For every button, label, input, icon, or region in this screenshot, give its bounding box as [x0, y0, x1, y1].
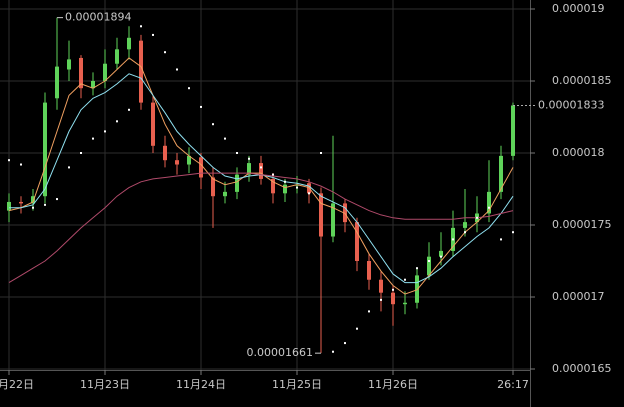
candle-body [223, 191, 227, 197]
y-tick-label: 0.0000175 [552, 218, 612, 231]
sar-dot [476, 216, 478, 219]
candle-body [91, 81, 95, 89]
candle-body [19, 201, 23, 204]
candle-body [31, 196, 35, 204]
candle-body [487, 191, 491, 214]
sar-dot [92, 137, 94, 140]
candle-body [283, 184, 287, 194]
sar-dot [176, 68, 178, 71]
high-annotation: 0.00001894 [65, 11, 131, 24]
x-tick-label: 11月23日 [80, 378, 130, 391]
sar-dot [368, 310, 370, 313]
candle-body [211, 177, 215, 197]
candle-body [235, 174, 239, 192]
x-tick-label: 11月26日 [368, 378, 418, 391]
candle-body [67, 59, 71, 70]
candle-body [391, 292, 395, 305]
sar-dot [44, 203, 46, 206]
sar-dot [308, 192, 310, 195]
moving-average-line [8, 172, 514, 284]
candle-body [511, 105, 515, 156]
candle-body [343, 203, 347, 223]
sar-dot [140, 25, 142, 28]
sar-dot [452, 238, 454, 241]
sar-dot [212, 123, 214, 126]
sar-dot [392, 288, 394, 291]
candle-body [439, 250, 443, 257]
candle-body [331, 203, 335, 237]
x-tick-label: 11月24日 [176, 378, 226, 391]
sar-dot [224, 137, 226, 140]
candle-body [355, 222, 359, 261]
sar-dot [248, 157, 250, 160]
sar-dot [296, 186, 298, 189]
sar-dot [164, 51, 166, 54]
sar-dot [416, 267, 418, 270]
candle-body [115, 49, 119, 64]
candle-body [499, 155, 503, 192]
sar-dot [128, 108, 130, 111]
candle-body [199, 157, 203, 178]
y-tick-label: 0.0000165 [552, 362, 612, 375]
sar-dot [104, 130, 106, 133]
x-tick-label: 11月25日 [272, 378, 322, 391]
candle-body [247, 163, 251, 175]
sar-dot [284, 180, 286, 183]
candle-body [139, 40, 143, 103]
y-tick-label: 0.000018 [552, 146, 605, 159]
sar-dot [200, 105, 202, 108]
candle-body [463, 222, 467, 228]
sar-dot [80, 152, 82, 154]
y-tick-label: 0.000017 [552, 290, 605, 303]
candle-body [79, 57, 83, 89]
candle-body [367, 261, 371, 280]
y-tick-label: 0.000019 [552, 2, 605, 15]
sar-dot [512, 231, 514, 234]
sar-dot [20, 163, 22, 166]
sar-dot [56, 198, 58, 201]
sar-dot [344, 342, 346, 345]
sar-dot [68, 166, 70, 169]
y-tick-label: 0.0000185 [552, 74, 612, 87]
sar-dot [116, 120, 118, 123]
candle-body [7, 201, 11, 211]
candle-body [175, 160, 179, 165]
candle-body [259, 163, 263, 179]
sar-dot [404, 278, 406, 281]
sar-dot [500, 238, 502, 241]
candle-body [403, 302, 407, 305]
x-tick-label: 11月22日 [0, 378, 34, 391]
candle-body [379, 279, 383, 293]
sar-dot [272, 173, 274, 176]
candle-body [103, 63, 107, 81]
last-price-label: 0.00001833 [538, 98, 604, 111]
candle-body [187, 155, 191, 165]
sar-dot [32, 206, 34, 209]
candle-body [151, 102, 155, 146]
low-annotation: 0.00001661 [247, 346, 313, 359]
candle-body [43, 102, 47, 197]
sar-dot [332, 350, 334, 353]
sar-dot [260, 166, 262, 169]
sar-dot [8, 159, 10, 162]
sar-dot [152, 33, 154, 36]
sar-dot [464, 231, 466, 234]
x-tick-label: 26:17 [497, 378, 529, 391]
moving-average-line [8, 57, 514, 295]
sar-dot [320, 152, 322, 154]
candle-body [427, 256, 431, 276]
sar-dot [488, 206, 490, 209]
sar-dot [236, 152, 238, 154]
sar-dot [440, 255, 442, 258]
sar-dot [380, 298, 382, 301]
candle-body [319, 193, 323, 237]
sar-dot [428, 260, 430, 262]
candle-body [55, 66, 59, 99]
sar-dot [356, 327, 358, 330]
candle-body [163, 145, 167, 161]
candle-body [127, 37, 131, 50]
candle-body [271, 178, 275, 194]
sar-dot [188, 87, 190, 90]
